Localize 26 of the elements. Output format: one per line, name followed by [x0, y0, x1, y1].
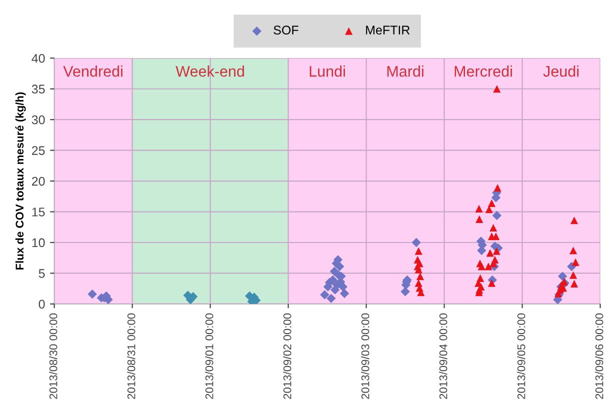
band-label: Mercredi — [454, 66, 512, 77]
x-tick-label: 2013/08/30 00:00 — [49, 313, 58, 399]
y-tick-label: 35 — [32, 84, 45, 94]
x-tick-label: 2013/09/01 00:00 — [205, 313, 214, 399]
band-label: Jeudi — [543, 66, 578, 77]
y-tick-label: 25 — [32, 146, 45, 155]
x-tick-label: 2013/09/05 00:00 — [517, 313, 526, 399]
y-tick-label: 5 — [38, 269, 45, 278]
x-tick-label: 2013/09/06 00:00 — [595, 313, 604, 399]
y-axis-title: Flux de COV totaux mesuré (kg/h) — [15, 92, 26, 270]
x-tick-label: 2013/09/03 00:00 — [361, 313, 370, 399]
y-tick-label: 10 — [32, 238, 45, 248]
x-tick-label: 2013/09/02 00:00 — [283, 313, 292, 399]
y-tick-label: 15 — [32, 208, 45, 216]
band-label: Vendredi — [63, 66, 122, 77]
x-tick-label: 2013/09/04 00:00 — [439, 313, 448, 399]
legend-label: MeFTIR — [366, 26, 410, 35]
y-tick-label: 40 — [32, 54, 45, 63]
x-tick-label: 2013/08/31 00:00 — [127, 313, 136, 399]
y-tick-label: 30 — [32, 115, 45, 124]
legend-label: SOF — [274, 26, 298, 35]
y-tick-label: 0 — [38, 300, 45, 309]
band-label: Lundi — [310, 66, 345, 77]
band-label: Week-end — [176, 66, 244, 77]
band-label: Mardi — [387, 66, 424, 77]
y-tick-label: 20 — [32, 176, 45, 186]
